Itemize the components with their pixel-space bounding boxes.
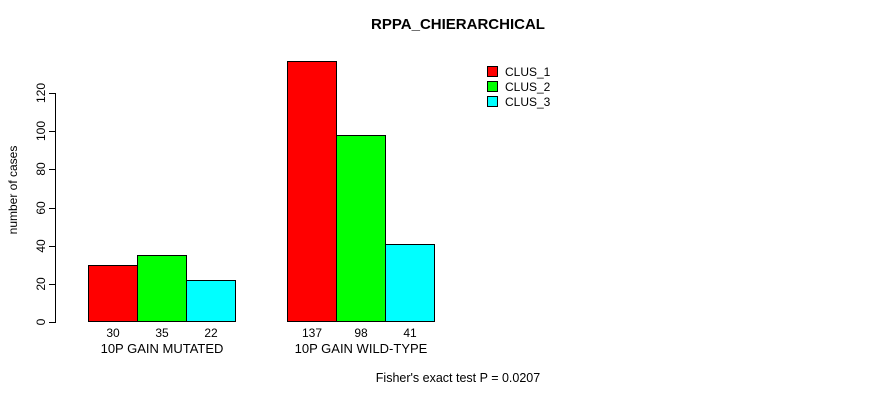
bar-value-label: 98	[354, 326, 368, 340]
legend-label: CLUS_1	[505, 64, 551, 79]
y-axis-tick	[49, 246, 55, 247]
y-axis-tick-label: 120	[34, 82, 48, 104]
y-axis-label: number of cases	[6, 145, 20, 235]
legend-item: CLUS_3	[487, 94, 550, 109]
bar-value-label: 41	[403, 326, 417, 340]
y-axis-tick	[49, 208, 55, 209]
bar-clus_3-group1	[186, 280, 236, 322]
y-axis-tick-label: 20	[34, 277, 48, 291]
bar-value-label: 30	[106, 326, 120, 340]
y-axis-tick	[49, 131, 55, 132]
y-axis-tick	[49, 322, 55, 323]
legend-swatch	[487, 66, 498, 77]
bar-clus_2-group1	[137, 255, 187, 322]
y-axis-tick-label: 100	[34, 120, 48, 142]
legend-swatch	[487, 96, 498, 107]
legend-item: CLUS_2	[487, 79, 550, 94]
bar-clus_1-group1	[88, 265, 138, 322]
bar-value-label: 22	[204, 326, 218, 340]
bar-value-label: 35	[155, 326, 169, 340]
bar-clus_1-group2	[287, 61, 337, 322]
y-axis-tick-label: 40	[34, 239, 48, 253]
x-category-label: 10P GAIN WILD-TYPE	[294, 341, 428, 356]
y-axis-tick-label: 60	[34, 201, 48, 215]
y-axis-tick-label: 80	[34, 162, 48, 176]
bar-value-label: 137	[301, 326, 323, 340]
legend-label: CLUS_2	[505, 79, 551, 94]
chart-title: RPPA_CHIERARCHICAL	[371, 16, 545, 33]
legend: CLUS_1 CLUS_2 CLUS_3	[487, 64, 550, 109]
legend-label: CLUS_3	[505, 94, 551, 109]
legend-swatch	[487, 81, 498, 92]
y-axis-tick	[49, 93, 55, 94]
y-axis-line	[55, 93, 56, 323]
bar-clus_3-group2	[385, 244, 435, 322]
bar-clus_2-group2	[336, 135, 386, 322]
legend-item: CLUS_1	[487, 64, 550, 79]
fisher-test-note: Fisher's exact test P = 0.0207	[375, 371, 541, 385]
x-category-label: 10P GAIN MUTATED	[100, 341, 224, 356]
y-axis-tick	[49, 169, 55, 170]
y-axis-tick	[49, 284, 55, 285]
y-axis-tick-label: 0	[34, 318, 48, 326]
